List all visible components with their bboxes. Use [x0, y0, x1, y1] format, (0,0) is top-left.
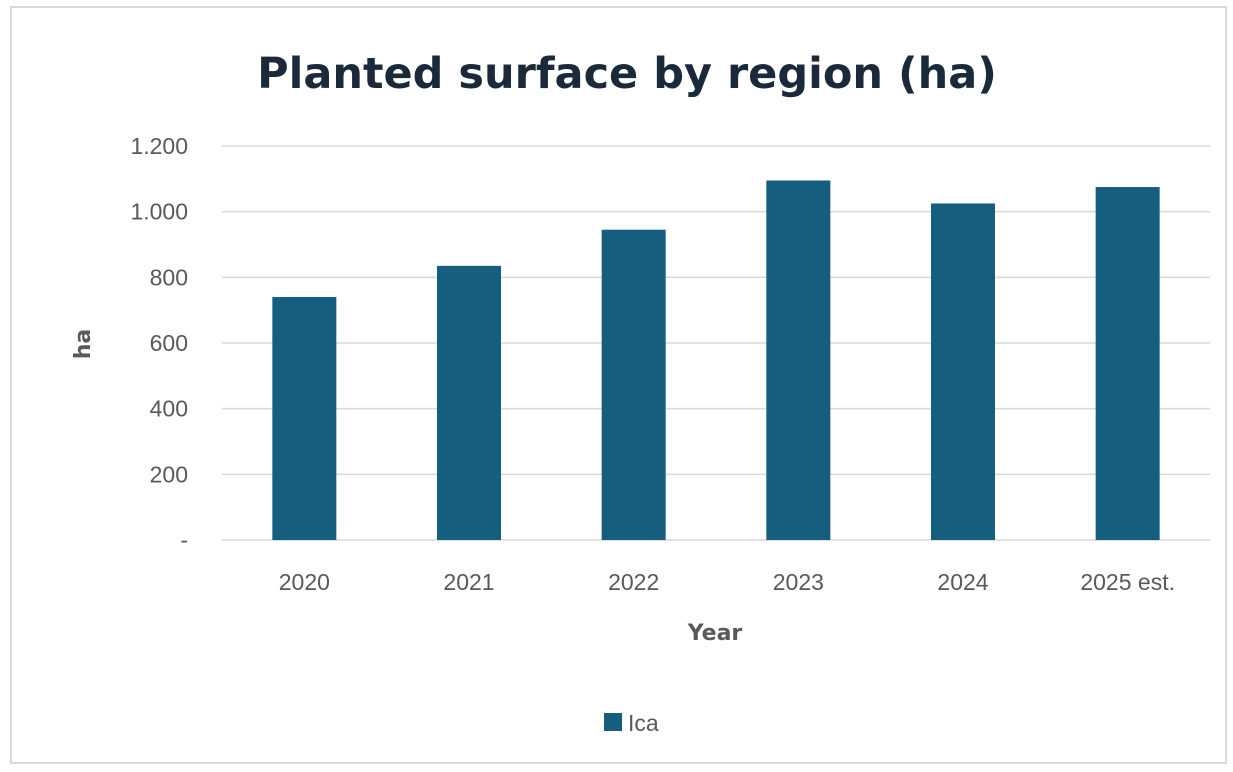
x-tick-label: 2025 est.	[1080, 569, 1175, 595]
gridlines	[222, 145, 1210, 541]
chart-title: Planted surface by region (ha)	[257, 49, 997, 99]
x-tick-label: 2024	[937, 569, 988, 595]
y-axis-ticks: - 200 400 600 800 1.000 1.200	[130, 133, 188, 553]
x-tick-label: 2022	[608, 569, 659, 595]
y-tick-label: 400	[150, 396, 188, 422]
bars	[272, 180, 1160, 541]
x-tick-label: 2020	[279, 569, 330, 595]
x-tick-label: 2023	[773, 569, 824, 595]
bar	[437, 265, 501, 540]
y-tick-label: -	[180, 527, 188, 553]
x-axis-title: Year	[687, 621, 743, 646]
y-tick-label: 800	[150, 264, 188, 290]
bar	[272, 297, 337, 540]
bar	[601, 229, 666, 540]
bar	[766, 180, 831, 540]
bar	[1095, 187, 1160, 540]
y-axis-title: ha	[71, 329, 96, 360]
y-tick-label: 200	[150, 461, 188, 487]
legend-label: Ica	[628, 710, 659, 736]
y-tick-label: 1.200	[130, 133, 188, 159]
x-axis-ticks: 2020 2021 2022 2023 2024 2025 est.	[279, 569, 1175, 595]
legend-swatch	[604, 713, 622, 731]
y-tick-label: 1.000	[130, 199, 188, 225]
y-tick-label: 600	[150, 330, 188, 356]
bar	[931, 203, 995, 541]
legend: Ica	[604, 710, 659, 736]
x-tick-label: 2021	[443, 569, 494, 595]
